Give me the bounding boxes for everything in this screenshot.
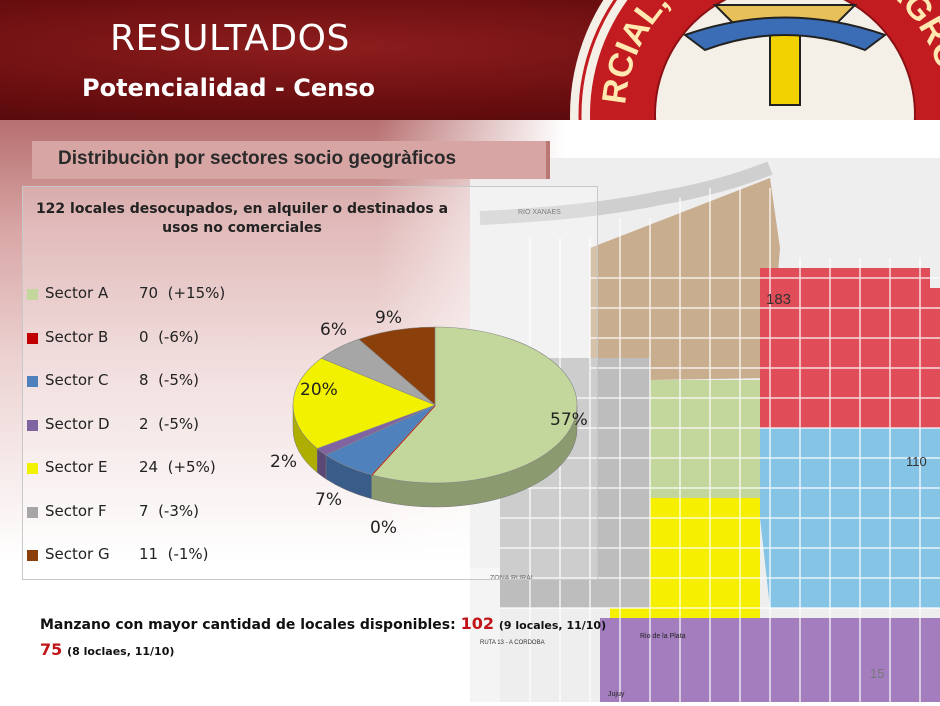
footer-note: Manzano con mayor cantidad de locales di… xyxy=(40,612,620,664)
seal-logo: RCIAL, INDUSTRIAL, AGRO xyxy=(565,0,940,135)
footer-line-2-note: (8 loclaes, 11/10) xyxy=(67,645,175,658)
pie-label-sector-e: 20% xyxy=(300,380,338,400)
page-title: RESULTADOS xyxy=(110,18,350,59)
pie-chart: 57% 0% 7% 2% 20% 6% 9% xyxy=(270,308,588,538)
pie-slice-sector-a xyxy=(370,326,578,484)
pie-slice-sector-e xyxy=(292,357,436,449)
legend-swatch xyxy=(27,332,38,344)
map-label-ruta: RUTA 13 - A CORDOBA xyxy=(480,640,545,646)
legend-value: 24 (+5%) xyxy=(139,458,216,476)
legend-item-sector-c: Sector C 8 (-5%) xyxy=(27,370,287,392)
map-label-river: RIO XANAES xyxy=(518,209,561,216)
footer-line-2-value: 75 xyxy=(40,640,63,659)
legend-item-sector-a: Sector A 70 (+15%) xyxy=(27,283,287,305)
footer-line-1: Manzano con mayor cantidad de locales di… xyxy=(40,612,620,638)
map-label-110: 110 xyxy=(906,454,927,469)
legend-swatch xyxy=(27,376,38,387)
legend-label: Sector F xyxy=(45,501,107,520)
legend-item-sector-b: Sector B 0 (-6%) xyxy=(27,327,287,349)
legend-value: 11 (-1%) xyxy=(139,545,209,563)
pie-label-sector-f: 6% xyxy=(320,320,347,340)
legend-label: Sector A xyxy=(45,284,109,302)
legend-value: 2 (-5%) xyxy=(139,414,199,433)
legend-value: 7 (-3%) xyxy=(139,501,199,520)
legend-item-sector-e: Sector E 24 (+5%) xyxy=(27,457,287,479)
legend-label: Sector D xyxy=(45,414,110,433)
legend-swatch xyxy=(27,506,38,518)
footer-line-1-text: Manzano con mayor cantidad de locales di… xyxy=(40,617,461,633)
pie-slice-sector-g xyxy=(358,326,436,406)
legend-label: Sector G xyxy=(45,545,110,563)
section-banner: Distribuciòn por sectores socio geogràfi… xyxy=(32,141,550,179)
legend-swatch xyxy=(27,419,38,431)
legend-swatch xyxy=(27,289,38,300)
legend-label: Sector E xyxy=(45,458,108,476)
map-label-183: 183 xyxy=(766,291,791,308)
map-label-river-plata: Rio de la Plata xyxy=(640,633,686,640)
pie-label-sector-c: 7% xyxy=(315,490,342,510)
pie-label-sector-d: 2% xyxy=(270,452,297,472)
legend-item-sector-g: Sector G 11 (-1%) xyxy=(27,544,287,566)
legend-label: Sector B xyxy=(45,327,109,346)
page-number: 15 xyxy=(870,666,885,681)
legend-label: Sector C xyxy=(45,371,109,389)
pie-label-sector-a: 57% xyxy=(550,410,588,430)
footer-line-1-value: 102 xyxy=(460,614,494,633)
legend-item-sector-f: Sector F 7 (-3%) xyxy=(27,501,287,523)
footer-line-1-note: (9 locales, 11/10) xyxy=(498,619,607,632)
legend-value: 8 (-5%) xyxy=(139,371,199,389)
legend-value: 70 (+15%) xyxy=(139,284,226,302)
pie-label-sector-b: 0% xyxy=(370,518,397,538)
pie-label-sector-g: 9% xyxy=(375,308,402,328)
legend-swatch xyxy=(27,463,38,474)
footer-line-2: 75 (8 loclaes, 11/10) xyxy=(40,638,620,664)
legend-item-sector-d: Sector D 2 (-5%) xyxy=(27,414,287,436)
legend-swatch xyxy=(27,550,38,561)
map-label-jujuy: Jujuy xyxy=(608,691,625,698)
map-label-rural: ZONA RURAL xyxy=(490,575,535,582)
section-banner-text: Distribuciòn por sectores socio geogràfi… xyxy=(58,148,457,169)
legend-value: 0 (-6%) xyxy=(139,327,199,346)
chart-title: 122 locales desocupados, en alquiler o d… xyxy=(35,201,449,236)
page-subtitle: Potencialidad - Censo xyxy=(82,74,375,102)
